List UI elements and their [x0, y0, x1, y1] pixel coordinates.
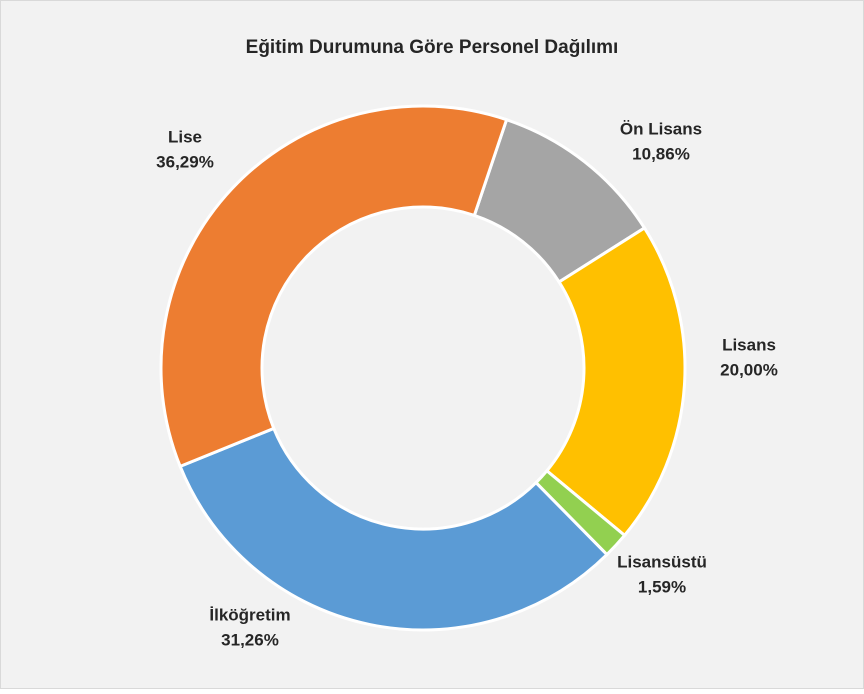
value-label: 20,00%: [720, 360, 778, 379]
category-label: Lisansüstü: [617, 552, 707, 571]
category-label: Lisans: [722, 335, 776, 354]
chart-title: Eğitim Durumuna Göre Personel Dağılımı: [246, 37, 619, 58]
value-label: 10,86%: [632, 144, 690, 163]
category-label: İlköğretim: [209, 605, 290, 624]
value-label: 1,59%: [638, 577, 686, 596]
donut-slice: [159, 104, 509, 469]
donut-slice: [544, 225, 687, 538]
category-label: Lise: [168, 127, 202, 146]
value-label: 31,26%: [221, 630, 279, 649]
category-label: Ön Lisans: [620, 119, 702, 138]
donut-slice: [178, 426, 610, 632]
value-label: 36,29%: [156, 152, 214, 171]
